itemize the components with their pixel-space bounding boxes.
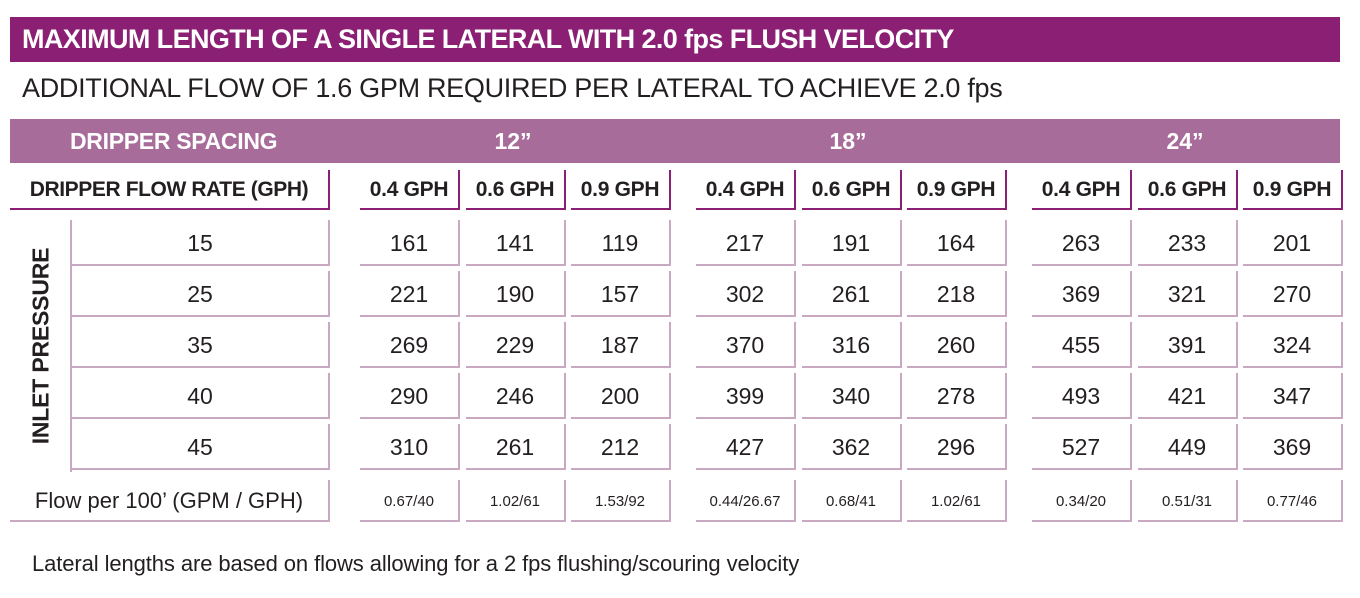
- table-cell: 164: [907, 220, 1007, 266]
- flow-per-100-cell: 0.51/31: [1138, 480, 1238, 522]
- table-cell: 191: [802, 220, 902, 266]
- table-cell: 527: [1032, 424, 1132, 470]
- table-cell: 369: [1032, 271, 1132, 317]
- table-cell: 269: [360, 322, 460, 368]
- flow-rate-header: 0.6 GPH: [802, 170, 902, 210]
- table-subtitle: ADDITIONAL FLOW OF 1.6 GPM REQUIRED PER …: [22, 73, 1003, 103]
- footnote: Lateral lengths are based on flows allow…: [32, 551, 800, 576]
- table-cell: 187: [571, 322, 671, 368]
- flow-rate-header: 0.6 GPH: [1138, 170, 1238, 210]
- table-cell: 119: [571, 220, 671, 266]
- flow-per-100-cell: 0.77/46: [1243, 480, 1343, 522]
- flow-per-100-cell: 0.67/40: [360, 480, 460, 522]
- dripper-spacing-label: DRIPPER SPACING: [70, 128, 278, 154]
- table-cell: 493: [1032, 373, 1132, 419]
- table-cell: 340: [802, 373, 902, 419]
- table-cell: 261: [802, 271, 902, 317]
- table-cell: 278: [907, 373, 1007, 419]
- table-cell: 233: [1138, 220, 1238, 266]
- flow-rate-header: 0.9 GPH: [907, 170, 1007, 210]
- table-cell: 229: [466, 322, 566, 368]
- table-cell: 369: [1243, 424, 1343, 470]
- table-cell: 200: [571, 373, 671, 419]
- table-cell: 290: [360, 373, 460, 419]
- flow-rate-header: 0.4 GPH: [696, 170, 796, 210]
- flow-rate-header: 0.4 GPH: [360, 170, 460, 210]
- dripper-flow-rate-label: DRIPPER FLOW RATE (GPH): [10, 170, 330, 210]
- table-cell: 449: [1138, 424, 1238, 470]
- table-cell: 455: [1032, 322, 1132, 368]
- table-cell: 261: [466, 424, 566, 470]
- table-cell: 399: [696, 373, 796, 419]
- table-title: MAXIMUM LENGTH OF A SINGLE LATERAL WITH …: [10, 17, 1340, 62]
- pressure-value: 40: [72, 373, 330, 419]
- table-cell: 321: [1138, 271, 1238, 317]
- table-cell: 362: [802, 424, 902, 470]
- table-cell: 347: [1243, 373, 1343, 419]
- table-cell: 296: [907, 424, 1007, 470]
- table-cell: 221: [360, 271, 460, 317]
- flow-rate-header: 0.9 GPH: [571, 170, 671, 210]
- table-cell: 218: [907, 271, 1007, 317]
- flow-per-100-cell: 0.68/41: [802, 480, 902, 522]
- table-cell: 157: [571, 271, 671, 317]
- table-cell: 302: [696, 271, 796, 317]
- table-cell: 246: [466, 373, 566, 419]
- table-cell: 201: [1243, 220, 1343, 266]
- table-cell: 421: [1138, 373, 1238, 419]
- dripper-spacing-header-bar: [10, 119, 1340, 163]
- table-cell: 190: [466, 271, 566, 317]
- table-cell: 161: [360, 220, 460, 266]
- table-cell: 141: [466, 220, 566, 266]
- pressure-value: 35: [72, 322, 330, 368]
- spacing-value: 24”: [1166, 128, 1204, 154]
- flow-per-100-cell: 0.44/26.67: [696, 480, 796, 522]
- flow-rate-header: 0.6 GPH: [466, 170, 566, 210]
- table-cell: 324: [1243, 322, 1343, 368]
- flow-rate-header: 0.9 GPH: [1243, 170, 1343, 210]
- table-cell: 310: [360, 424, 460, 470]
- table-cell: 270: [1243, 271, 1343, 317]
- table-cell: 370: [696, 322, 796, 368]
- spacing-value: 18”: [829, 128, 867, 154]
- table-cell: 260: [907, 322, 1007, 368]
- spacing-value: 12”: [494, 128, 532, 154]
- flow-per-100-cell: 1.53/92: [571, 480, 671, 522]
- flow-per-100-cell: 0.34/20: [1032, 480, 1132, 522]
- flow-rate-header: 0.4 GPH: [1032, 170, 1132, 210]
- table-cell: 263: [1032, 220, 1132, 266]
- table-cell: 316: [802, 322, 902, 368]
- inlet-pressure-label: INLET PRESSURE: [27, 247, 54, 445]
- inlet-pressure-group: [10, 220, 72, 472]
- table-cell: 212: [571, 424, 671, 470]
- pressure-value: 15: [72, 220, 330, 266]
- table-cell: 391: [1138, 322, 1238, 368]
- table-cell: 217: [696, 220, 796, 266]
- flow-per-100-cell: 1.02/61: [466, 480, 566, 522]
- flow-per-100-cell: 1.02/61: [907, 480, 1007, 522]
- table-cell: 427: [696, 424, 796, 470]
- flow-per-100-label: Flow per 100’ (GPM / GPH): [10, 480, 330, 522]
- pressure-value: 45: [72, 424, 330, 470]
- pressure-value: 25: [72, 271, 330, 317]
